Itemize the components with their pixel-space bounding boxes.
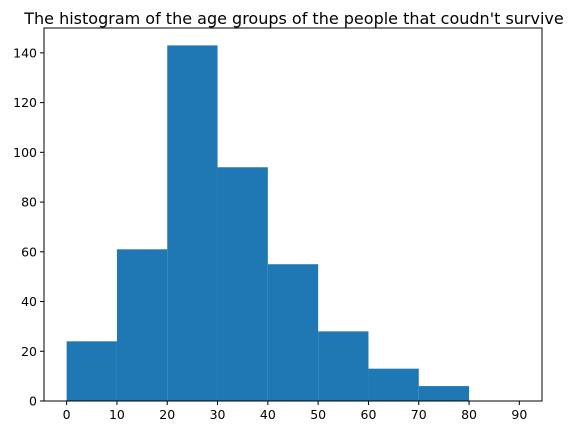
x-tick-label: 90 (511, 407, 527, 422)
histogram-bar (267, 264, 319, 401)
bars-group (66, 45, 470, 401)
y-tick-label: 20 (21, 344, 37, 359)
x-axis-ticks: 0 10 20 30 40 50 60 70 80 90 (63, 401, 527, 422)
x-tick-label: 50 (310, 407, 326, 422)
x-tick-label: 60 (361, 407, 377, 422)
histogram-bar (368, 368, 419, 401)
x-tick-label: 20 (159, 407, 175, 422)
y-tick-label: 100 (13, 145, 37, 160)
x-tick-label: 10 (109, 407, 125, 422)
histogram-bar (318, 331, 369, 401)
x-tick-label: 40 (260, 407, 276, 422)
plot-frame (43, 27, 543, 402)
y-tick-label: 120 (13, 95, 37, 110)
chart-title: The histogram of the age groups of the p… (23, 9, 563, 28)
histogram-bar (116, 249, 168, 401)
y-tick-label: 40 (21, 294, 37, 309)
histogram-bar (66, 341, 117, 401)
y-tick-label: 0 (29, 394, 37, 409)
x-tick-label: 0 (63, 407, 71, 422)
x-tick-label: 80 (461, 407, 477, 422)
x-tick-label: 30 (210, 407, 226, 422)
y-tick-label: 60 (21, 244, 37, 259)
histogram-bar (217, 167, 268, 401)
x-tick-label: 70 (411, 407, 427, 422)
histogram-bar (418, 386, 470, 401)
y-tick-label: 140 (13, 45, 37, 60)
y-axis-ticks: 0 20 40 60 80 100 120 140 (13, 45, 44, 409)
histogram-bar (167, 45, 218, 401)
axes-group (43, 27, 543, 402)
y-tick-label: 80 (21, 195, 37, 210)
